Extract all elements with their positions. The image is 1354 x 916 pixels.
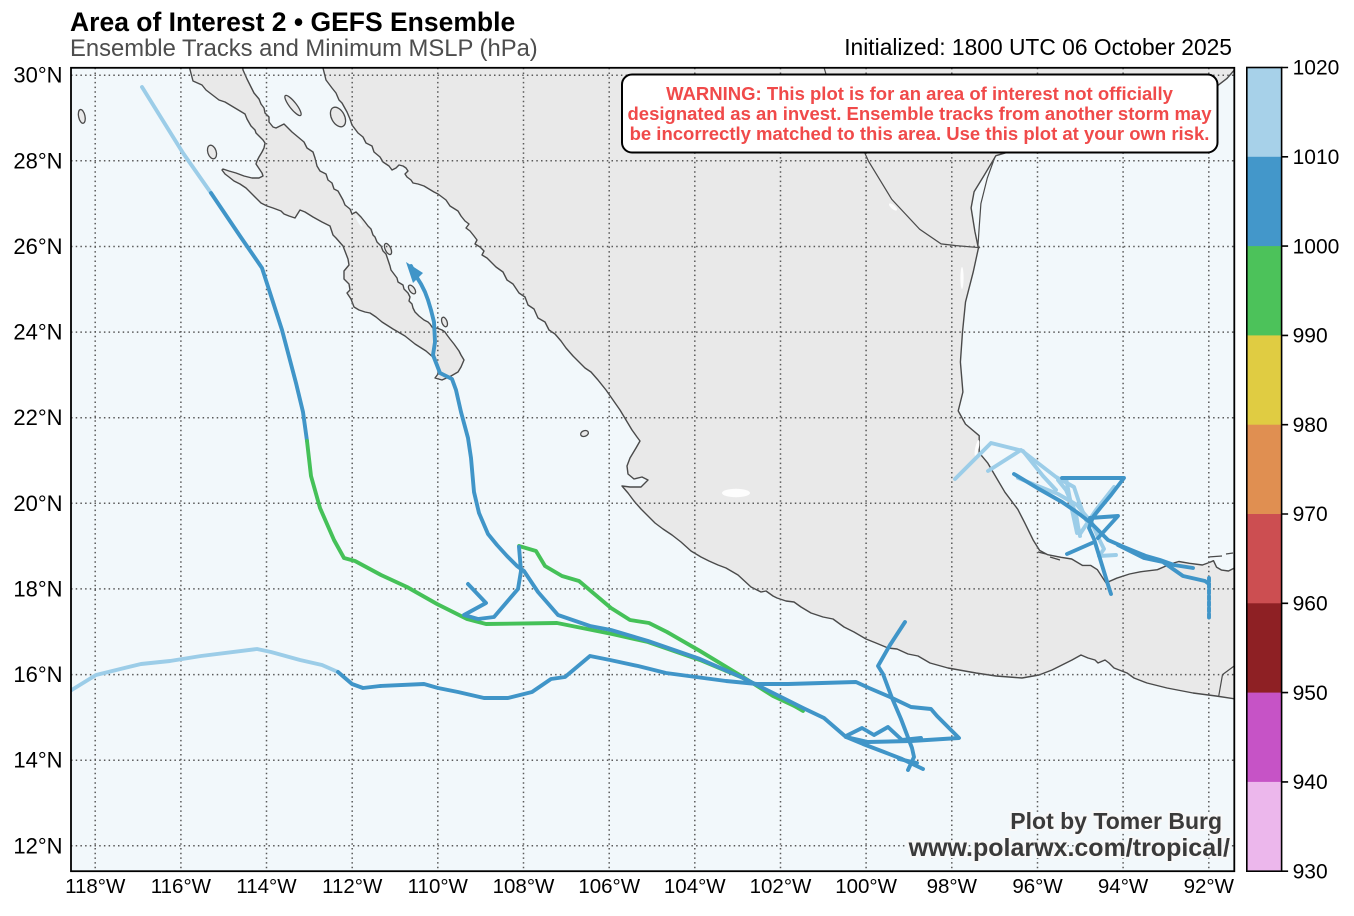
svg-text:96°W: 96°W bbox=[1012, 875, 1063, 898]
svg-text:106°W: 106°W bbox=[578, 875, 640, 898]
svg-text:108°W: 108°W bbox=[493, 875, 555, 898]
svg-text:Area of Interest 2 • GEFS Ense: Area of Interest 2 • GEFS Ensemble bbox=[70, 7, 515, 37]
svg-text:98°W: 98°W bbox=[927, 875, 978, 898]
svg-text:110°W: 110°W bbox=[408, 875, 469, 898]
svg-text:114°W: 114°W bbox=[236, 875, 297, 898]
svg-text:1010: 1010 bbox=[1293, 146, 1340, 169]
svg-text:be incorrectly matched to this: be incorrectly matched to this area. Use… bbox=[630, 123, 1210, 144]
svg-text:26°N: 26°N bbox=[13, 234, 62, 259]
svg-text:designated as an invest. Ensem: designated as an invest. Ensemble tracks… bbox=[628, 103, 1213, 124]
svg-text:118°W: 118°W bbox=[65, 875, 126, 898]
svg-text:94°W: 94°W bbox=[1098, 875, 1149, 898]
svg-text:940: 940 bbox=[1293, 771, 1328, 794]
svg-text:14°N: 14°N bbox=[13, 748, 62, 773]
svg-text:116°W: 116°W bbox=[151, 875, 212, 898]
svg-text:950: 950 bbox=[1293, 682, 1328, 705]
svg-text:Initialized: 1800 UTC 06 Octob: Initialized: 1800 UTC 06 October 2025 bbox=[844, 34, 1232, 60]
svg-text:1020: 1020 bbox=[1293, 57, 1340, 80]
svg-text:20°N: 20°N bbox=[13, 491, 62, 516]
svg-text:970: 970 bbox=[1293, 503, 1328, 526]
svg-text:990: 990 bbox=[1293, 325, 1328, 348]
svg-text:Plot by Tomer Burg: Plot by Tomer Burg bbox=[1010, 808, 1222, 834]
svg-text:1000: 1000 bbox=[1293, 235, 1340, 258]
svg-text:100°W: 100°W bbox=[835, 875, 897, 898]
svg-text:28°N: 28°N bbox=[13, 148, 62, 173]
svg-text:102°W: 102°W bbox=[750, 875, 812, 898]
svg-text:www.polarwx.com/tropical/: www.polarwx.com/tropical/ bbox=[908, 834, 1230, 862]
svg-text:112°W: 112°W bbox=[322, 875, 383, 898]
svg-text:24°N: 24°N bbox=[13, 320, 62, 345]
svg-text:30°N: 30°N bbox=[13, 63, 62, 88]
svg-text:104°W: 104°W bbox=[664, 875, 726, 898]
svg-text:980: 980 bbox=[1293, 414, 1328, 437]
svg-text:Ensemble Tracks and Minimum MS: Ensemble Tracks and Minimum MSLP (hPa) bbox=[70, 35, 538, 62]
svg-text:930: 930 bbox=[1293, 860, 1328, 883]
svg-text:92°W: 92°W bbox=[1184, 875, 1235, 898]
svg-text:WARNING: This plot is for an a: WARNING: This plot is for an area of int… bbox=[666, 83, 1173, 104]
svg-text:12°N: 12°N bbox=[13, 833, 62, 858]
svg-text:18°N: 18°N bbox=[13, 576, 62, 601]
svg-text:960: 960 bbox=[1293, 593, 1328, 616]
svg-text:16°N: 16°N bbox=[13, 662, 62, 687]
svg-text:22°N: 22°N bbox=[13, 405, 62, 430]
